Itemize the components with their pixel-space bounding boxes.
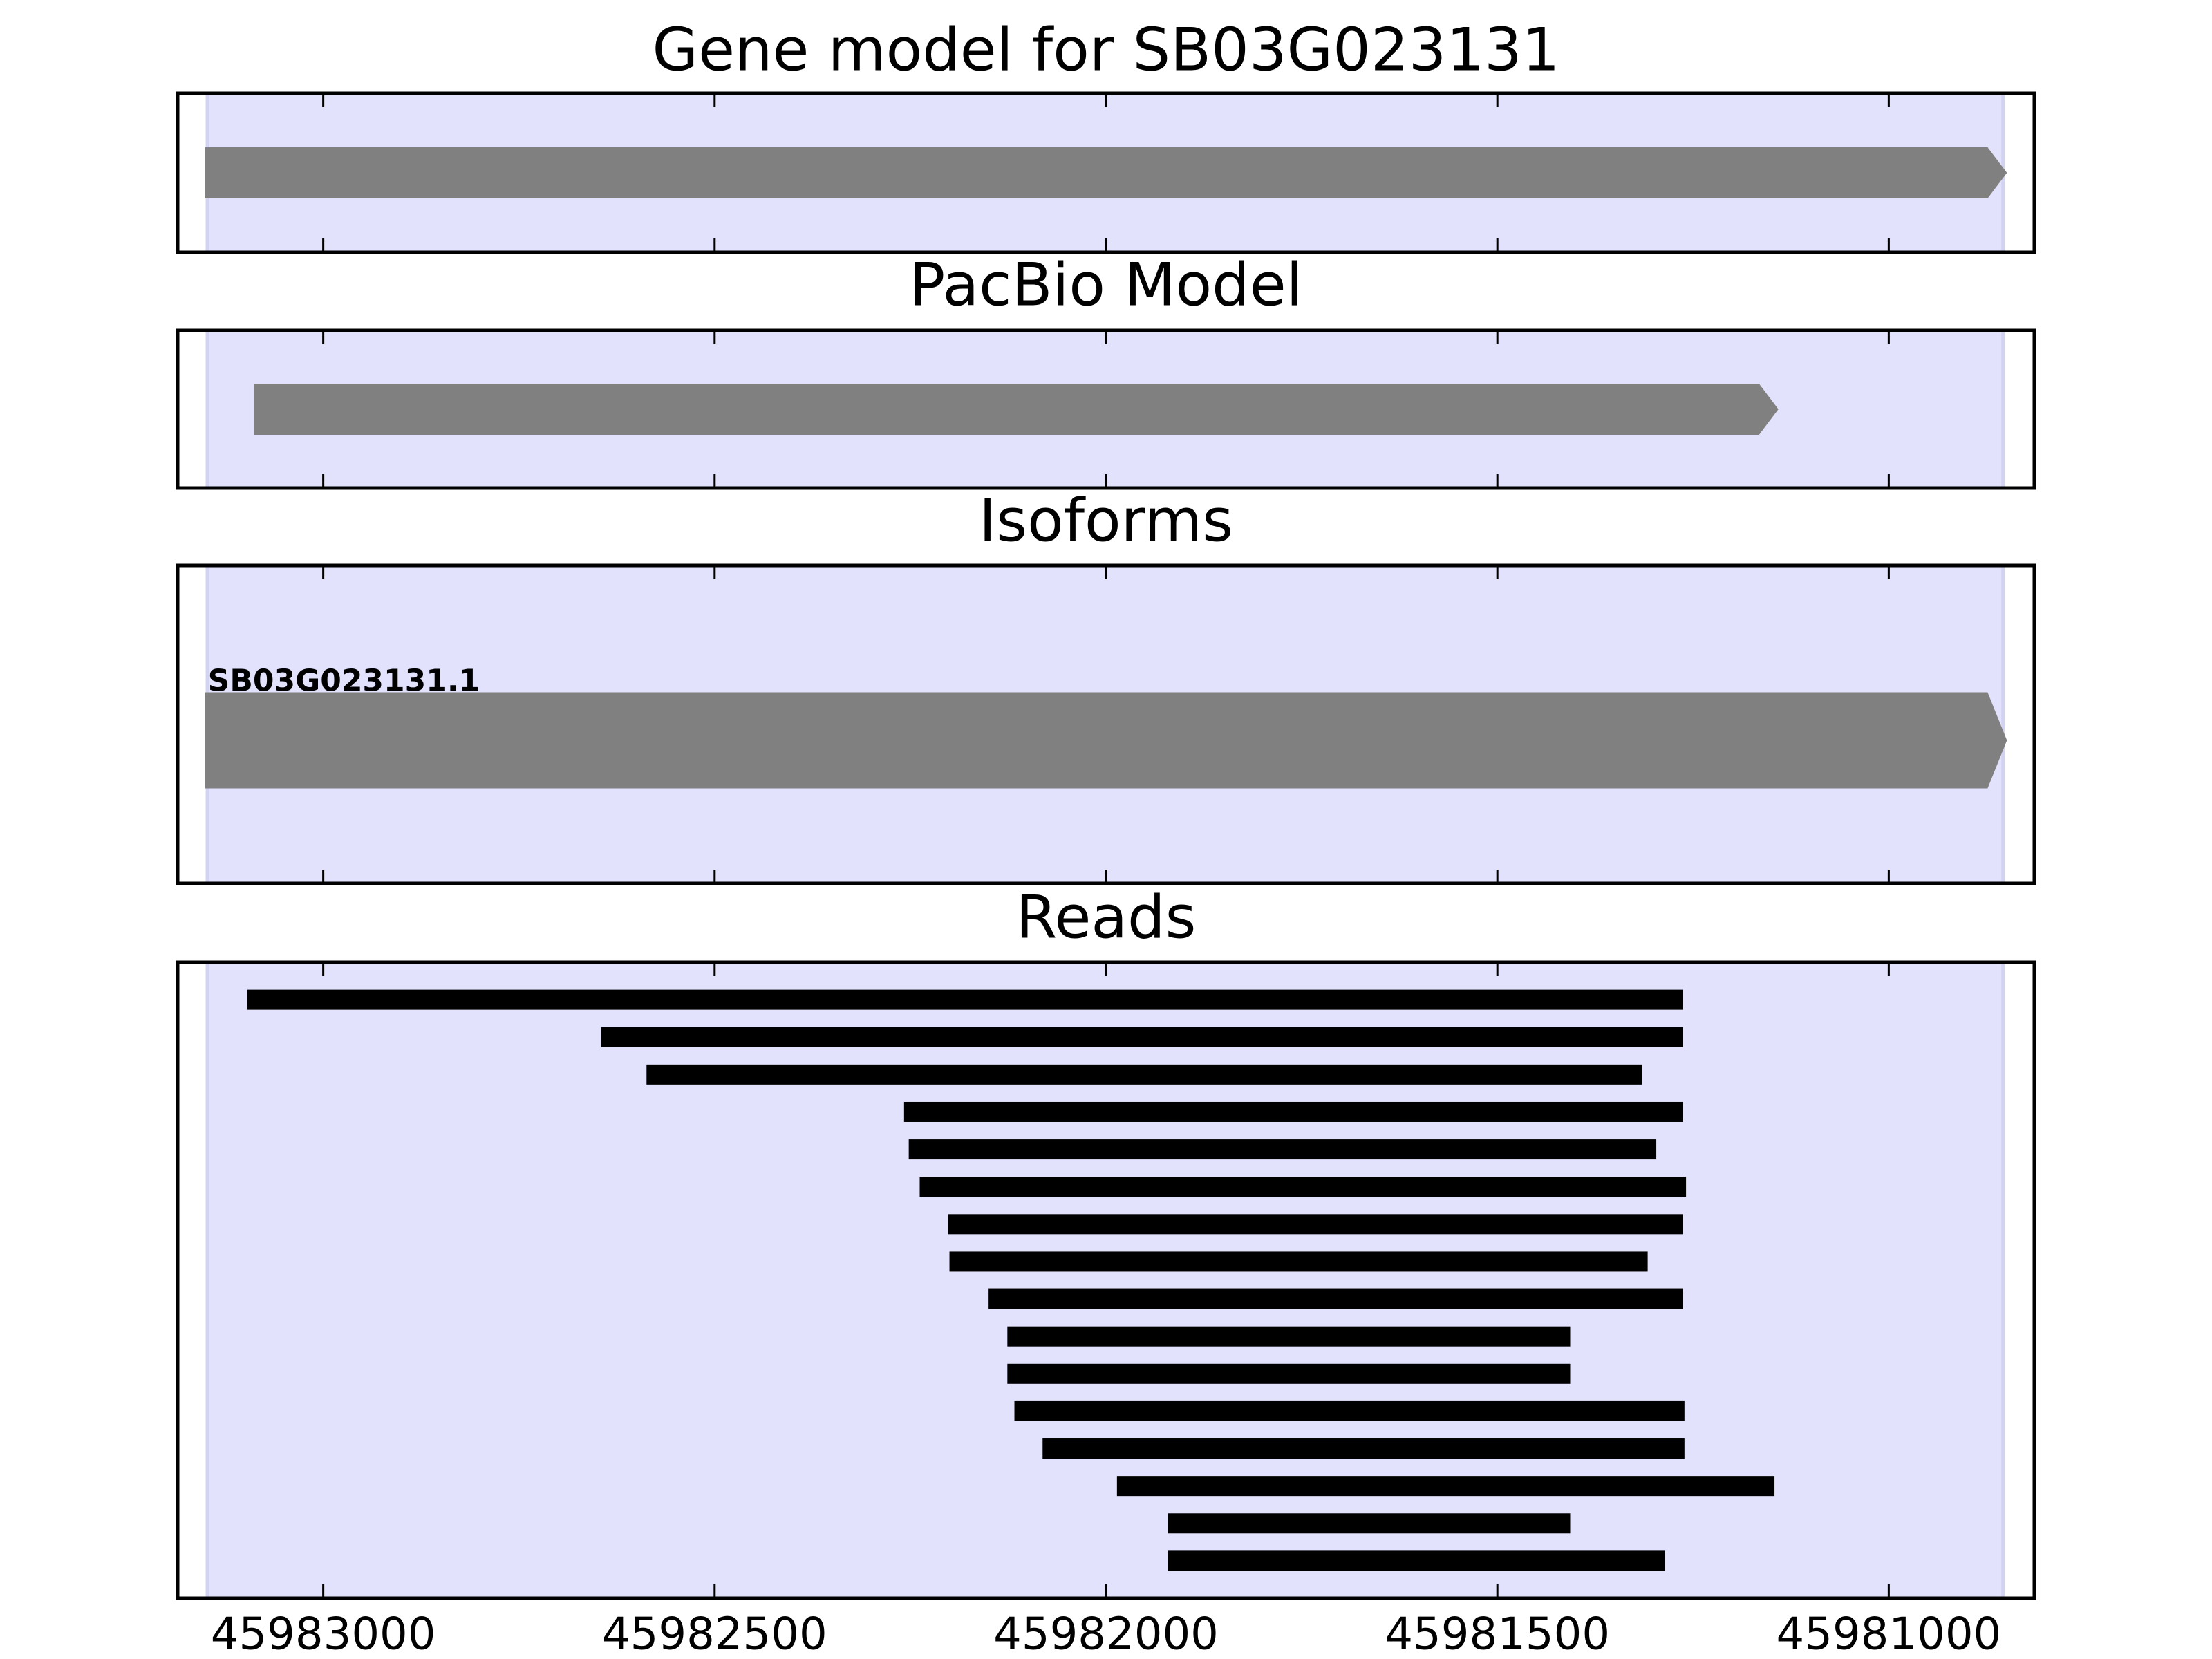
read — [948, 1214, 1683, 1235]
gene-feature — [254, 384, 1779, 435]
x-tick-label: 45981500 — [1385, 1609, 1610, 1659]
read — [1168, 1513, 1571, 1534]
x-tick-label: 45982500 — [602, 1609, 827, 1659]
read — [949, 1251, 1648, 1272]
read — [919, 1177, 1687, 1197]
read — [1014, 1400, 1685, 1421]
read — [601, 1027, 1683, 1047]
panel-frame — [176, 563, 2036, 885]
feature-label: SB03G023131.1 — [208, 664, 480, 699]
panel-title: Reads — [1016, 883, 1197, 952]
read — [1007, 1326, 1571, 1347]
gene-feature — [205, 147, 2007, 198]
read — [1007, 1363, 1571, 1384]
gene-feature — [205, 692, 2007, 789]
read — [908, 1139, 1657, 1160]
read — [903, 1101, 1683, 1122]
x-tick-label: 45981000 — [1777, 1609, 2002, 1659]
read — [1168, 1550, 1665, 1571]
panel-frame — [176, 328, 2036, 490]
read — [247, 989, 1683, 1010]
panel-frame — [176, 960, 2036, 1600]
x-tick-label: 45983000 — [211, 1609, 436, 1659]
x-tick-label: 45982000 — [993, 1609, 1219, 1659]
read — [646, 1064, 1642, 1085]
panel-title: PacBio Model — [909, 250, 1302, 319]
read — [1116, 1476, 1775, 1497]
highlight-region — [205, 960, 2005, 1600]
read — [1042, 1438, 1685, 1459]
read — [988, 1288, 1683, 1309]
panel-frame — [176, 91, 2036, 254]
panel-title: Gene model for SB03G023131 — [653, 15, 1560, 84]
panel-title: Isoforms — [979, 486, 1233, 555]
